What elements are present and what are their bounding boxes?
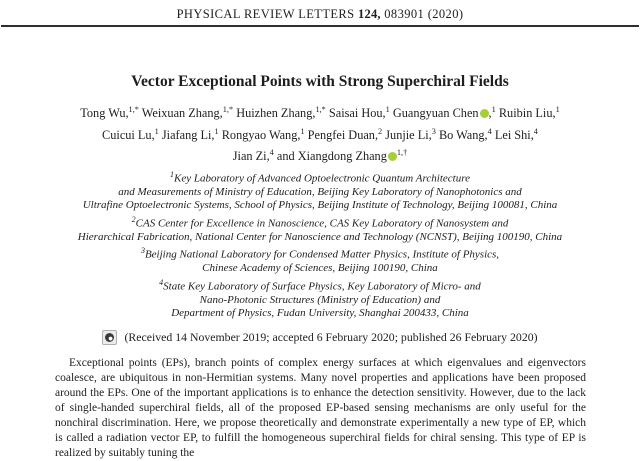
affiliation-line: Chinese Academy of Sciences, Beijing 100… xyxy=(202,262,438,275)
affiliation-superscript: 2 xyxy=(131,214,136,224)
journal-volume: 124, xyxy=(358,7,381,21)
orcid-icon[interactable] xyxy=(387,152,397,162)
received-text: (Received 14 November 2019; accepted 6 F… xyxy=(124,330,538,345)
affiliation-superscript: 3 xyxy=(140,246,145,256)
affiliation-line: Department of Physics, Fudan University,… xyxy=(171,307,469,320)
author-line: Tong Wu,1,* Weixuan Zhang,1,* Huizhen Zh… xyxy=(18,101,622,123)
affiliation-line: 4State Key Laboratory of Surface Physics… xyxy=(159,277,481,293)
author-superscript: 3 xyxy=(431,126,436,136)
affiliation-superscript: 4 xyxy=(159,277,164,287)
author-line: Cuicui Lu,1 Jiafang Li,1 Rongyao Wang,1 … xyxy=(18,123,622,145)
author-superscript: 4 xyxy=(533,126,538,136)
author-name: Huizhen Zhang,1,* xyxy=(236,105,326,121)
author-name: and Xiangdong Zhang 1,† xyxy=(276,148,408,164)
page-title: Vector Exceptional Points with Strong Su… xyxy=(131,73,509,90)
affiliation-line: Nano-Photonic Structures (Ministry of Ed… xyxy=(199,293,441,306)
journal-name: PHYSICAL REVIEW LETTERS xyxy=(176,7,355,21)
author-superscript: 1,* xyxy=(315,105,326,114)
author-name: Tong Wu,1,* xyxy=(80,105,139,121)
author-name: Jiafang Li,1 xyxy=(161,126,219,142)
affiliation-line: 1Key Laboratory of Advanced Optoelectron… xyxy=(170,169,470,185)
affiliation-list: 1Key Laboratory of Advanced Optoelectron… xyxy=(0,168,640,321)
received-line: (Received 14 November 2019; accepted 6 F… xyxy=(0,330,640,346)
author-superscript: 1 xyxy=(300,126,305,136)
author-superscript: 1,† xyxy=(396,148,408,158)
author-superscript: 4 xyxy=(487,126,492,136)
author-name: Junjie Li,3 xyxy=(385,126,436,142)
author-name: Bo Wang,4 xyxy=(438,126,492,142)
affiliation-line: Hierarchical Fabrication, National Cente… xyxy=(77,230,563,243)
author-superscript: 1 xyxy=(491,105,496,114)
author-superscript: 1 xyxy=(214,126,219,136)
affiliation-line: Ultrafine Optoelectronic Systems, School… xyxy=(82,199,558,212)
author-superscript: 1 xyxy=(154,126,159,136)
author-superscript: 1 xyxy=(555,105,560,114)
author-name: Ruibin Liu,1 xyxy=(498,105,560,121)
author-superscript: 1 xyxy=(385,105,390,114)
crossmark-icon[interactable] xyxy=(102,330,118,346)
author-name: Guangyuan Chen ,1 xyxy=(392,105,496,121)
author-name: Saisai Hou,1 xyxy=(328,105,390,121)
author-superscript: 2 xyxy=(378,126,383,136)
abstract-text: Exceptional points (EPs), branch points … xyxy=(55,357,586,460)
affiliation-line: 2CAS Center for Excellence in Nanoscienc… xyxy=(131,214,509,230)
author-name: Rongyao Wang,1 xyxy=(221,126,305,142)
author-name: Pengfei Duan,2 xyxy=(307,126,383,142)
journal-issue: 083901 (2020) xyxy=(384,7,464,21)
crossmark-dot-icon xyxy=(105,333,115,343)
author-name: Jian Zi,4 xyxy=(232,148,274,164)
affiliation-line: 3Beijing National Laboratory for Condens… xyxy=(140,246,500,261)
author-list: Tong Wu,1,* Weixuan Zhang,1,* Huizhen Zh… xyxy=(18,101,622,166)
author-superscript: 4 xyxy=(269,148,274,158)
author-line: Jian Zi,4 and Xiangdong Zhang 1,† xyxy=(18,144,622,166)
author-name: Weixuan Zhang,1,* xyxy=(141,105,234,121)
journal-header: PHYSICAL REVIEW LETTERS 124, 083901 (202… xyxy=(0,0,640,21)
affiliation-superscript: 1 xyxy=(170,169,175,179)
header-rule xyxy=(1,25,639,27)
author-name: Cuicui Lu,1 xyxy=(102,126,159,142)
affiliation-line: and Measurements of Ministry of Educatio… xyxy=(118,185,522,198)
author-superscript: 1,* xyxy=(222,105,234,114)
orcid-icon[interactable] xyxy=(479,109,489,119)
author-superscript: 1,* xyxy=(128,105,139,114)
author-name: Lei Shi,4 xyxy=(494,126,538,142)
